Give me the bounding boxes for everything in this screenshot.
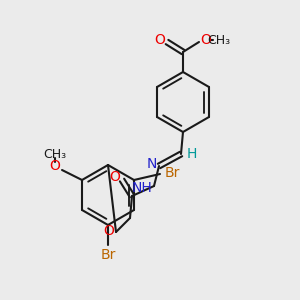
Text: N: N	[147, 157, 157, 171]
Text: H: H	[187, 147, 197, 161]
Text: Br: Br	[100, 248, 116, 262]
Text: O: O	[50, 159, 61, 173]
Text: O: O	[110, 170, 120, 184]
Text: NH: NH	[132, 181, 152, 195]
Text: CH₃: CH₃	[44, 148, 67, 160]
Text: O: O	[103, 224, 114, 238]
Text: Br: Br	[164, 166, 180, 180]
Text: CH₃: CH₃	[207, 34, 231, 46]
Text: O: O	[154, 33, 165, 47]
Text: O: O	[201, 33, 212, 47]
